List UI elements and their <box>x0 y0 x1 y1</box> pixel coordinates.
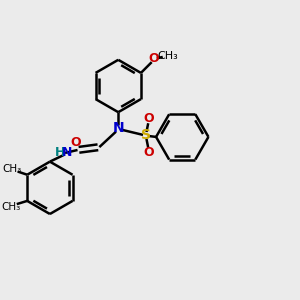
Text: O: O <box>144 112 154 124</box>
Text: CH₃: CH₃ <box>2 164 21 174</box>
Text: H: H <box>55 146 65 158</box>
Text: O: O <box>149 52 159 65</box>
Text: S: S <box>141 128 151 142</box>
Text: CH₃: CH₃ <box>158 51 178 61</box>
Text: O: O <box>144 146 154 159</box>
Text: CH₃: CH₃ <box>1 202 21 212</box>
Text: N: N <box>62 146 73 158</box>
Text: N: N <box>112 121 124 135</box>
Text: O: O <box>71 136 81 149</box>
